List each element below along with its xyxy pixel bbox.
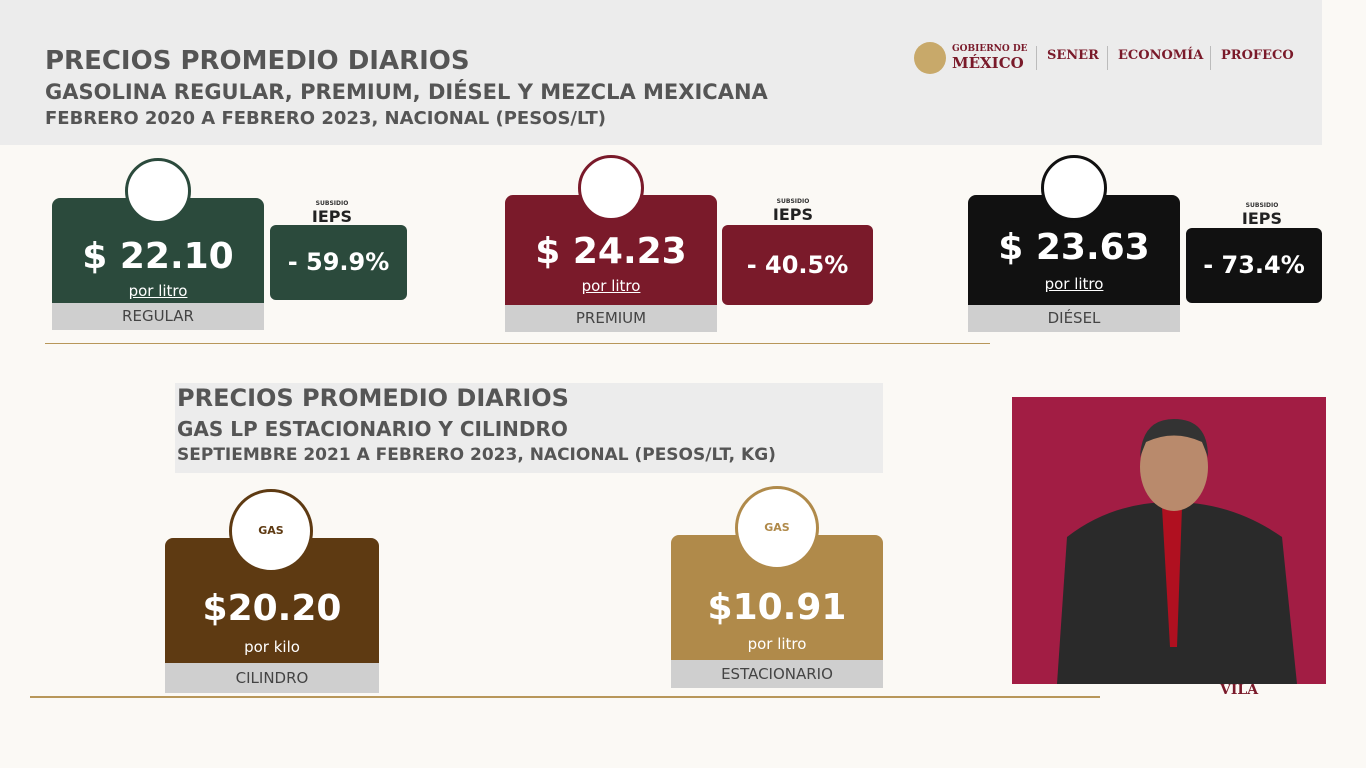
subsidy-label: SUBSIDIO xyxy=(1245,202,1279,209)
gas-header-band xyxy=(175,383,883,473)
gas-icon: GAS xyxy=(735,486,819,570)
gas-title: PRECIOS PROMEDIO DIARIOS xyxy=(177,384,569,412)
subsidy: - 40.5% xyxy=(722,225,873,305)
unit: por litro xyxy=(1044,275,1104,293)
gas-subtitle: GAS LP ESTACIONARIO Y CILINDRO xyxy=(177,417,568,441)
tax-label: IEPS xyxy=(772,205,814,224)
separator xyxy=(1107,46,1108,70)
period: FEBRERO 2020 A FEBRERO 2023, NACIONAL (P… xyxy=(45,108,607,129)
fuel-name: DIÉSEL xyxy=(968,305,1180,332)
gas-name: CILINDRO xyxy=(165,663,379,693)
tie xyxy=(1162,507,1182,647)
price: $20.20 xyxy=(202,588,342,629)
footer-logo: VILA xyxy=(1220,682,1259,698)
logo-text: SENER xyxy=(1047,48,1099,63)
fuel-name: PREMIUM xyxy=(505,305,717,332)
price: $ 24.23 xyxy=(535,231,687,272)
price-card: $ 23.63 por litro xyxy=(968,195,1180,305)
unit: por litro xyxy=(581,277,641,295)
subsidy: - 73.4% xyxy=(1186,228,1322,303)
tax-label: IEPS xyxy=(1241,209,1283,228)
pump-icon xyxy=(578,155,644,221)
pump-icon xyxy=(1041,155,1107,221)
fuel-name: REGULAR xyxy=(52,303,264,330)
separator xyxy=(1210,46,1211,70)
logo-text: ECONOMÍA xyxy=(1118,48,1204,63)
subsidy-label: SUBSIDIO xyxy=(315,200,349,207)
subtitle: GASOLINA REGULAR, PREMIUM, DIÉSEL Y MEZC… xyxy=(45,80,768,104)
gas-period: SEPTIEMBRE 2021 A FEBRERO 2023, NACIONAL… xyxy=(177,445,776,465)
unit: por kilo xyxy=(244,638,300,656)
price: $ 23.63 xyxy=(998,227,1150,268)
hair xyxy=(1140,419,1208,457)
head xyxy=(1140,423,1208,511)
pump-icon xyxy=(125,158,191,224)
gas-name: ESTACIONARIO xyxy=(671,660,883,688)
divider xyxy=(45,343,990,344)
price: $ 22.10 xyxy=(82,236,234,277)
tax-label: IEPS xyxy=(311,207,353,226)
interpreter-video xyxy=(1012,397,1326,684)
title: PRECIOS PROMEDIO DIARIOS xyxy=(45,46,470,76)
logo-text: GOBIERNO DE xyxy=(952,44,1028,54)
subsidy-label: SUBSIDIO xyxy=(776,198,810,205)
unit: por litro xyxy=(128,282,188,300)
logo-text: MÉXICO xyxy=(952,54,1024,72)
subsidy: - 59.9% xyxy=(270,225,407,300)
header-band xyxy=(0,0,1322,145)
unit: por litro xyxy=(747,635,807,653)
seal xyxy=(914,42,946,74)
logo-text: PROFECO xyxy=(1221,48,1294,63)
gas-icon: GAS xyxy=(229,489,313,573)
separator xyxy=(1036,46,1037,70)
price: $10.91 xyxy=(707,587,847,628)
divider xyxy=(30,696,1100,698)
